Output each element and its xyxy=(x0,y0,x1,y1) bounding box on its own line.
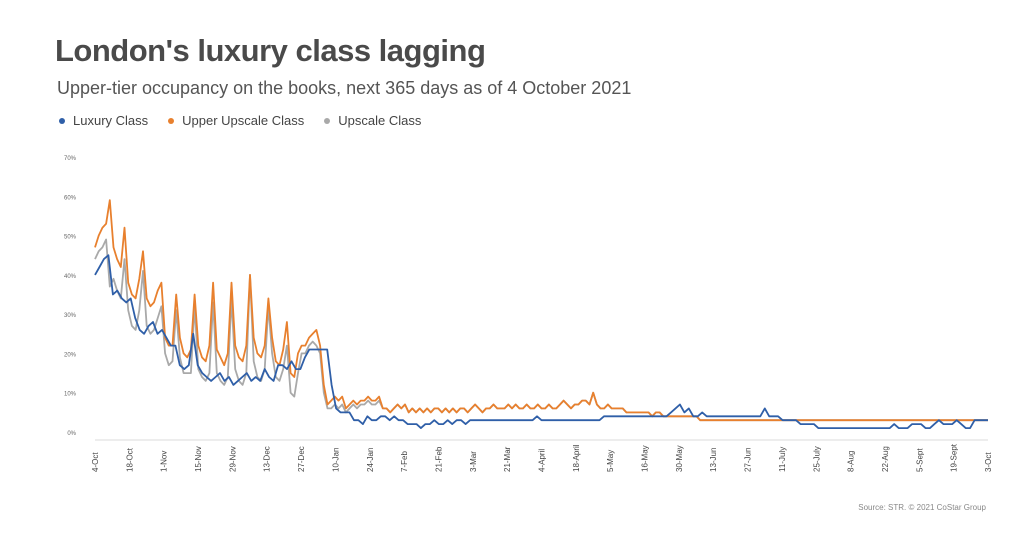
legend-label: Upscale Class xyxy=(338,113,422,128)
y-tick-label: 20% xyxy=(64,352,77,358)
x-tick-label: 3-Mar xyxy=(469,451,478,472)
y-tick-label: 60% xyxy=(64,195,77,201)
legend-label: Luxury Class xyxy=(73,113,149,128)
y-tick-label: 40% xyxy=(64,274,77,280)
x-tick-label: 7-Feb xyxy=(400,451,409,472)
x-tick-label: 8-Aug xyxy=(847,451,856,472)
x-tick-label: 5-Sept xyxy=(915,448,924,472)
x-tick-label: 25-July xyxy=(812,446,821,472)
x-tick-label: 4-April xyxy=(538,449,547,472)
legend-item-luxury: Luxury Class xyxy=(59,113,148,128)
source-note: Source: STR. © 2021 CoStar Group xyxy=(858,503,986,512)
y-tick-label: 0% xyxy=(67,431,76,437)
legend-item-upper-upscale: Upper Upscale Class xyxy=(168,113,304,128)
x-tick-label: 16-May xyxy=(641,445,650,472)
y-tick-label: 50% xyxy=(64,235,77,241)
y-tick-label: 70% xyxy=(64,156,77,162)
x-tick-label: 18-Oct xyxy=(125,447,134,472)
x-tick-label: 13-Dec xyxy=(263,446,272,472)
legend-dot-icon xyxy=(59,117,65,124)
x-tick-label: 15-Nov xyxy=(194,446,203,472)
x-tick-label: 30-May xyxy=(675,445,684,472)
y-tick-label: 30% xyxy=(64,313,77,319)
series-line-upper-upscale-class xyxy=(94,199,988,422)
x-tick-label: 21-Mar xyxy=(503,446,512,472)
chart-title: London's luxury class lagging xyxy=(55,33,486,68)
chart-legend: Luxury Class Upper Upscale Class Upscale… xyxy=(59,113,421,128)
y-tick-label: 10% xyxy=(64,392,77,398)
x-tick-label: 10-Jan xyxy=(331,448,340,472)
x-tick-label: 1-Nov xyxy=(160,451,169,472)
x-tick-label: 11-July xyxy=(778,447,787,472)
x-tick-label: 5-May xyxy=(606,450,615,472)
legend-dot-icon xyxy=(168,117,175,124)
series-line-luxury-class xyxy=(94,254,988,430)
x-tick-label: 13-Jun xyxy=(709,448,718,472)
x-tick-label: 19-Sept xyxy=(950,443,959,472)
x-tick-label: 4-Oct xyxy=(91,452,100,472)
legend-item-upscale: Upscale Class xyxy=(324,113,421,128)
legend-dot-icon xyxy=(324,117,331,124)
x-tick-label: 27-Dec xyxy=(297,446,306,472)
x-tick-label: 24-Jan xyxy=(366,448,375,472)
legend-label: Upper Upscale Class xyxy=(182,113,305,128)
x-tick-label: 21-Feb xyxy=(434,446,443,472)
x-tick-label: 29-Nov xyxy=(228,446,237,472)
x-tick-label: 18-April xyxy=(572,444,581,472)
chart-subtitle: Upper-tier occupancy on the books, next … xyxy=(57,78,632,98)
x-tick-label: 27-Jun xyxy=(744,448,753,472)
x-tick-label: 22-Aug xyxy=(881,446,890,472)
x-tick-label: 3-Oct xyxy=(984,452,993,472)
